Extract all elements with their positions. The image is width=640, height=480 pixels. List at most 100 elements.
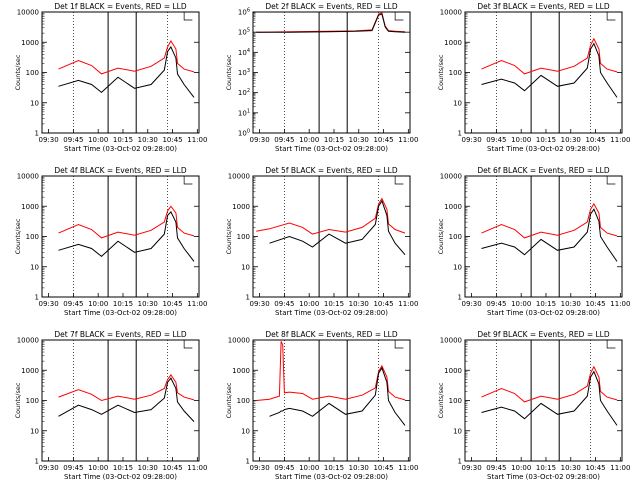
panel-det-6f: Det 6f BLACK = Events, RED = LLD 1 10 100 10… xyxy=(437,166,630,317)
y-tick-label: 1 xyxy=(458,294,462,302)
lld-series-line xyxy=(58,40,195,75)
x-axis-label: Start Time (03-Oct-02 09:28:00) xyxy=(275,473,388,480)
x-tick-label: 10:30 xyxy=(561,300,581,308)
y-tick-label: 10000 xyxy=(17,173,39,181)
y-tick-label: 1000 xyxy=(232,367,250,375)
lld-series-line xyxy=(256,197,406,235)
y-tick-label: 10000 xyxy=(440,173,462,181)
x-tick-label: 10:30 xyxy=(349,300,369,308)
events-series-line xyxy=(481,208,618,262)
x-tick-label: 09:30 xyxy=(250,300,270,308)
panel-det-3f: Det 3f BLACK = Events, RED = LLD 1 10 100 10… xyxy=(437,2,630,153)
y-tick-label: 1000 xyxy=(21,203,39,211)
plot-frame xyxy=(464,11,623,134)
panel-title: Det 1f BLACK = Events, RED = LLD xyxy=(54,2,187,11)
x-tick-label: 09:45 xyxy=(486,300,506,308)
x-tick-label: 10:15 xyxy=(324,300,344,308)
panel-title: Det 8f BLACK = Events, RED = LLD xyxy=(265,330,398,339)
x-tick-label: 11:00 xyxy=(610,300,630,308)
y-tick-label: 100 xyxy=(26,69,39,77)
y-tick-label: 100 xyxy=(449,69,462,77)
events-series-line xyxy=(481,370,618,426)
y-axis-label: Counts/sec xyxy=(225,54,233,90)
x-tick-label: 09:30 xyxy=(462,300,482,308)
panel-det-9f: Det 9f BLACK = Events, RED = LLD 1 10 100 10… xyxy=(437,330,630,480)
panel-det-2f: Det 2f BLACK = Events, RED = LLD 100 101 10… xyxy=(225,2,418,153)
y-axis-label: Counts/sec xyxy=(225,382,233,418)
x-tick-label: 09:30 xyxy=(250,136,270,144)
bracket-marker xyxy=(394,176,404,185)
events-series-line xyxy=(58,377,195,422)
plot-frame xyxy=(41,339,200,462)
y-tick-label: 101 xyxy=(238,108,250,117)
x-tick-label: 09:45 xyxy=(274,136,294,144)
y-tick-label: 10 xyxy=(241,263,250,271)
y-tick-label: 1 xyxy=(35,294,39,302)
x-tick-label: 10:45 xyxy=(585,136,605,144)
y-tick-label: 100 xyxy=(238,129,250,138)
y-tick-label: 1 xyxy=(246,294,250,302)
panel-det-4f: Det 4f BLACK = Events, RED = LLD 1 10 100 10… xyxy=(14,166,207,317)
x-axis-label: Start Time (03-Oct-02 09:28:00) xyxy=(64,309,177,317)
y-tick-label: 104 xyxy=(238,48,250,57)
events-series-line xyxy=(256,13,406,33)
y-tick-label: 105 xyxy=(238,28,250,37)
lld-series-line xyxy=(481,202,618,239)
y-tick-label: 1000 xyxy=(21,367,39,375)
x-tick-label: 09:30 xyxy=(39,464,59,472)
plot-frame xyxy=(464,175,623,298)
x-tick-label: 11:00 xyxy=(398,464,418,472)
y-axis-label: Counts/sec xyxy=(437,218,445,254)
x-axis-label: Start Time (03-Oct-02 09:28:00) xyxy=(275,309,388,317)
x-tick-label: 10:45 xyxy=(373,300,393,308)
x-tick-label: 09:30 xyxy=(39,300,59,308)
x-tick-label: 10:00 xyxy=(511,464,531,472)
y-axis-label: Counts/sec xyxy=(437,382,445,418)
events-series-line xyxy=(269,366,406,426)
y-tick-label: 10 xyxy=(241,427,250,435)
panel-title: Det 2f BLACK = Events, RED = LLD xyxy=(265,2,398,11)
y-tick-label: 1 xyxy=(246,458,250,466)
x-tick-label: 10:00 xyxy=(299,136,319,144)
x-tick-label: 10:15 xyxy=(113,136,133,144)
y-tick-label: 1 xyxy=(35,458,39,466)
y-tick-label: 10000 xyxy=(17,337,39,345)
plot-frame xyxy=(252,11,411,134)
x-tick-label: 09:30 xyxy=(462,136,482,144)
x-tick-label: 11:00 xyxy=(398,136,418,144)
x-tick-label: 10:00 xyxy=(88,136,108,144)
bracket-marker xyxy=(183,12,193,21)
x-tick-label: 10:15 xyxy=(324,464,344,472)
y-tick-label: 10000 xyxy=(228,337,250,345)
x-tick-label: 09:45 xyxy=(274,464,294,472)
x-axis-label: Start Time (03-Oct-02 09:28:00) xyxy=(487,309,600,317)
x-tick-label: 10:30 xyxy=(138,136,158,144)
lld-series-line xyxy=(58,374,195,402)
x-tick-label: 11:00 xyxy=(187,300,207,308)
lld-series-line xyxy=(481,365,618,403)
bracket-marker xyxy=(606,340,616,349)
x-tick-label: 10:15 xyxy=(113,300,133,308)
y-tick-label: 1 xyxy=(458,130,462,138)
x-axis-label: Start Time (03-Oct-02 09:28:00) xyxy=(64,473,177,480)
x-tick-label: 10:45 xyxy=(162,136,182,144)
x-tick-label: 09:45 xyxy=(63,300,83,308)
panel-title: Det 4f BLACK = Events, RED = LLD xyxy=(54,166,187,175)
y-tick-label: 103 xyxy=(238,68,250,77)
lld-series-line xyxy=(256,341,406,401)
lld-series-line xyxy=(481,37,618,75)
x-tick-label: 11:00 xyxy=(610,136,630,144)
x-tick-label: 10:30 xyxy=(561,464,581,472)
panel-title: Det 6f BLACK = Events, RED = LLD xyxy=(477,166,610,175)
x-tick-label: 10:00 xyxy=(511,300,531,308)
y-tick-label: 1000 xyxy=(21,39,39,47)
y-tick-label: 100 xyxy=(449,233,462,241)
x-tick-label: 10:00 xyxy=(299,464,319,472)
panel-det-1f: Det 1f BLACK = Events, RED = LLD 1 10 100 10… xyxy=(14,2,207,153)
x-tick-label: 11:00 xyxy=(187,464,207,472)
y-tick-label: 1 xyxy=(35,130,39,138)
x-axis-label: Start Time (03-Oct-02 09:28:00) xyxy=(487,473,600,480)
panel-title: Det 9f BLACK = Events, RED = LLD xyxy=(477,330,610,339)
x-tick-label: 11:00 xyxy=(398,300,418,308)
